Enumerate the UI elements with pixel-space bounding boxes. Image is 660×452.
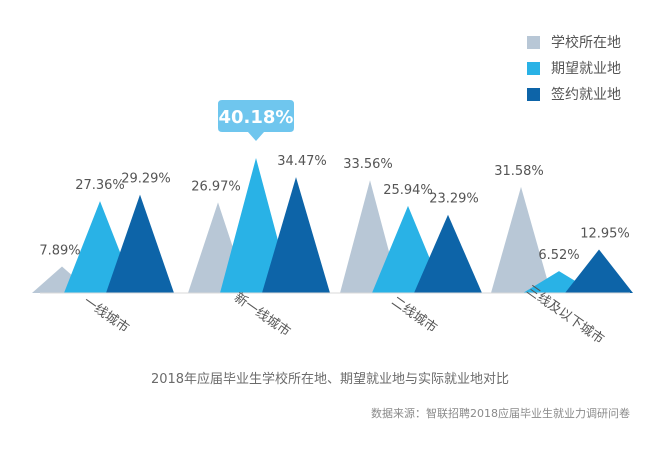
legend: 学校所在地 期望就业地 签约就业地 <box>527 29 621 107</box>
value-label: 26.97% <box>191 179 241 194</box>
legend-swatch <box>527 87 540 101</box>
value-label: 33.56% <box>343 157 393 172</box>
category-label: 新一线城市 <box>231 290 293 340</box>
callout-label: 40.18% <box>219 107 294 128</box>
peak-mark <box>565 249 633 293</box>
legend-item: 学校所在地 <box>527 29 621 55</box>
peak-group <box>32 158 633 293</box>
legend-swatch <box>527 61 540 75</box>
legend-swatch <box>527 35 540 49</box>
value-label: 7.89% <box>39 243 80 258</box>
value-label: 23.29% <box>429 192 479 207</box>
value-label: 34.47% <box>277 154 327 169</box>
category-label: 二线城市 <box>388 293 440 336</box>
callout-bubble <box>218 100 294 141</box>
legend-label: 期望就业地 <box>551 61 621 77</box>
chart-caption: 2018年应届毕业生学校所在地、期望就业地与实际就业地对比 <box>150 372 510 387</box>
value-label-group: 7.89% 27.36%29.29% 26.97% 34.47% 33.56% 25.94… <box>39 154 629 263</box>
peak-mark <box>106 194 174 293</box>
value-label: 25.94% <box>383 183 433 198</box>
legend-item: 期望就业地 <box>527 55 621 81</box>
legend-label: 学校所在地 <box>551 35 621 51</box>
value-label: 6.52% <box>538 248 579 263</box>
value-label: 27.36% <box>75 178 125 193</box>
value-label: 29.29% <box>121 172 171 187</box>
legend-item: 签约就业地 <box>527 81 621 107</box>
highlight-callout: 40.18% <box>218 100 294 141</box>
source-note: 数据来源：智联招聘2018应届毕业生就业力调研问卷 <box>371 407 630 420</box>
legend-label: 签约就业地 <box>551 87 621 103</box>
peak-mark <box>491 186 551 293</box>
value-label: 12.95% <box>580 226 630 241</box>
peak-mark <box>414 214 482 293</box>
peak-mark <box>262 177 330 293</box>
value-label: 31.58% <box>494 164 544 179</box>
category-label: 一线城市 <box>80 293 132 336</box>
